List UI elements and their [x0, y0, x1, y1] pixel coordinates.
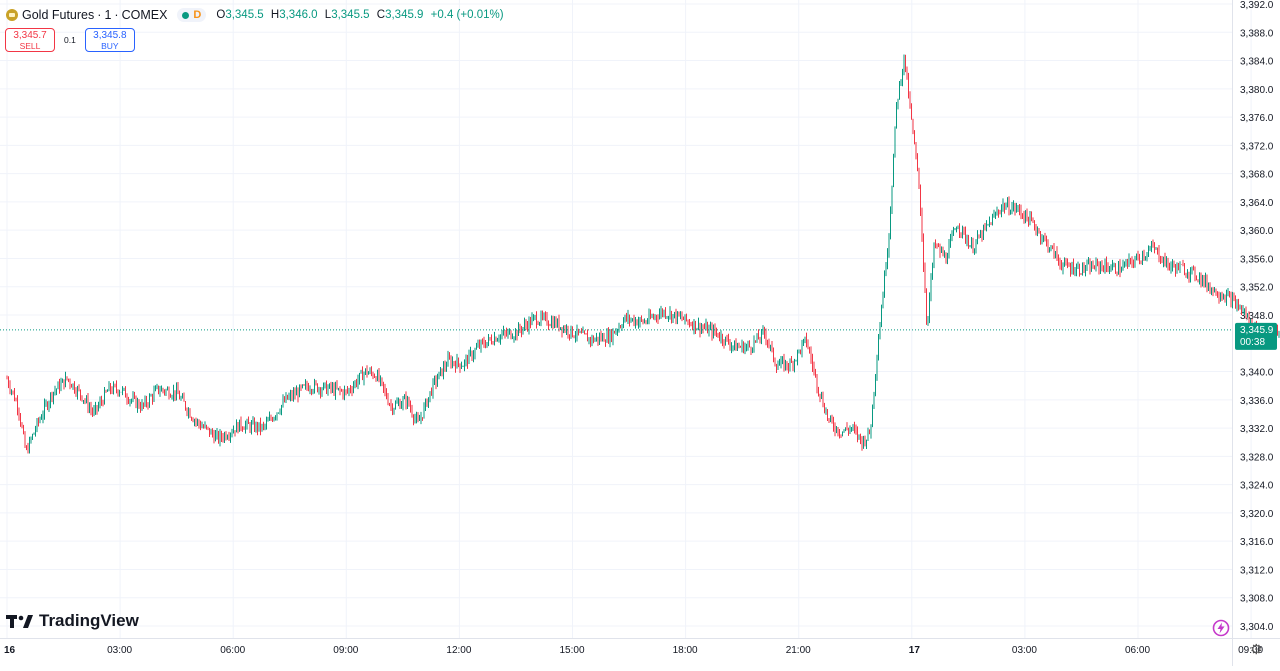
exchange-label: COMEX	[121, 8, 168, 22]
price-tick-label: 3,364.0	[1240, 198, 1274, 209]
high-value: 3,346.0	[279, 9, 318, 21]
change-value: +0.4 (+0.01%)	[430, 9, 504, 21]
time-tick-label: 15:00	[560, 645, 585, 656]
time-tick-label: 03:00	[107, 645, 132, 656]
ohlc-legend: O3,345.5 H3,346.0 L3,345.5 C3,345.9 +0.4…	[216, 9, 504, 21]
price-tick-label: 3,380.0	[1240, 85, 1274, 96]
tradingview-logo[interactable]: TradingView	[6, 611, 139, 631]
time-tick-label: 03:00	[1012, 645, 1037, 656]
open-value: 3,345.5	[225, 9, 264, 21]
price-tick-label: 3,316.0	[1240, 537, 1274, 548]
time-tick-label: 09:00	[1238, 645, 1263, 656]
market-status[interactable]: D	[177, 8, 207, 22]
time-tick-label: 06:00	[1125, 645, 1150, 656]
price-tick-label: 3,388.0	[1240, 28, 1274, 39]
price-tick-label: 3,360.0	[1240, 226, 1274, 237]
price-tick-label: 3,336.0	[1240, 396, 1274, 407]
time-tick-label: 17	[909, 645, 921, 656]
price-tick-label: 3,340.0	[1240, 368, 1274, 379]
time-tick-label: 06:00	[220, 645, 245, 656]
lightning-icon[interactable]	[1212, 619, 1230, 637]
last-price-value: 3,345.9	[1240, 325, 1274, 336]
price-tick-label: 3,312.0	[1240, 565, 1274, 576]
symbol-header: Gold Futures · 1 · COMEX D O3,345.5 H3,3…	[6, 6, 508, 24]
price-tick-label: 3,352.0	[1240, 283, 1274, 294]
time-tick-label: 21:00	[786, 645, 811, 656]
price-tick-label: 3,328.0	[1240, 452, 1274, 463]
price-tick-label: 3,348.0	[1240, 311, 1274, 322]
gear-icon[interactable]: ⚙	[1250, 641, 1263, 657]
buy-label: BUY	[101, 41, 119, 51]
symbol-name[interactable]: Gold Futures	[22, 8, 95, 22]
spread-value: 0.1	[64, 35, 76, 45]
price-tick-label: 3,372.0	[1240, 141, 1274, 152]
delayed-data-badge: D	[193, 9, 202, 21]
bar-countdown: 00:38	[1240, 337, 1265, 348]
price-tick-label: 3,324.0	[1240, 481, 1274, 492]
close-value: 3,345.9	[385, 9, 424, 21]
trade-panel: 3,345.7 SELL 0.1 3,345.8 BUY	[5, 28, 135, 52]
market-open-icon	[182, 11, 190, 19]
buy-button[interactable]: 3,345.8 BUY	[84, 28, 135, 52]
price-tick-label: 3,320.0	[1240, 509, 1274, 520]
price-tick-label: 3,304.0	[1240, 622, 1274, 633]
price-tick-label: 3,384.0	[1240, 57, 1274, 68]
time-tick-label: 12:00	[446, 645, 471, 656]
price-tick-label: 3,332.0	[1240, 424, 1274, 435]
time-tick-label: 09:00	[333, 645, 358, 656]
buy-price: 3,345.8	[93, 30, 127, 41]
gold-bar-icon	[6, 9, 18, 21]
price-tick-label: 3,356.0	[1240, 254, 1274, 265]
sell-price: 3,345.7	[13, 30, 47, 41]
last-price-tag	[1235, 322, 1277, 350]
price-tick-label: 3,392.0	[1240, 0, 1274, 11]
price-tick-label: 3,368.0	[1240, 170, 1274, 181]
interval-label[interactable]: 1	[104, 8, 112, 22]
price-tick-label: 3,308.0	[1240, 594, 1274, 605]
sell-label: SELL	[19, 41, 41, 51]
sell-button[interactable]: 3,345.7 SELL	[5, 28, 55, 52]
low-value: 3,345.5	[331, 9, 370, 21]
logo-text: TradingView	[39, 611, 139, 630]
tradingview-logo-icon	[6, 615, 33, 628]
price-tick-label: 3,376.0	[1240, 113, 1274, 124]
time-tick-label: 16	[4, 645, 16, 656]
time-tick-label: 18:00	[673, 645, 698, 656]
